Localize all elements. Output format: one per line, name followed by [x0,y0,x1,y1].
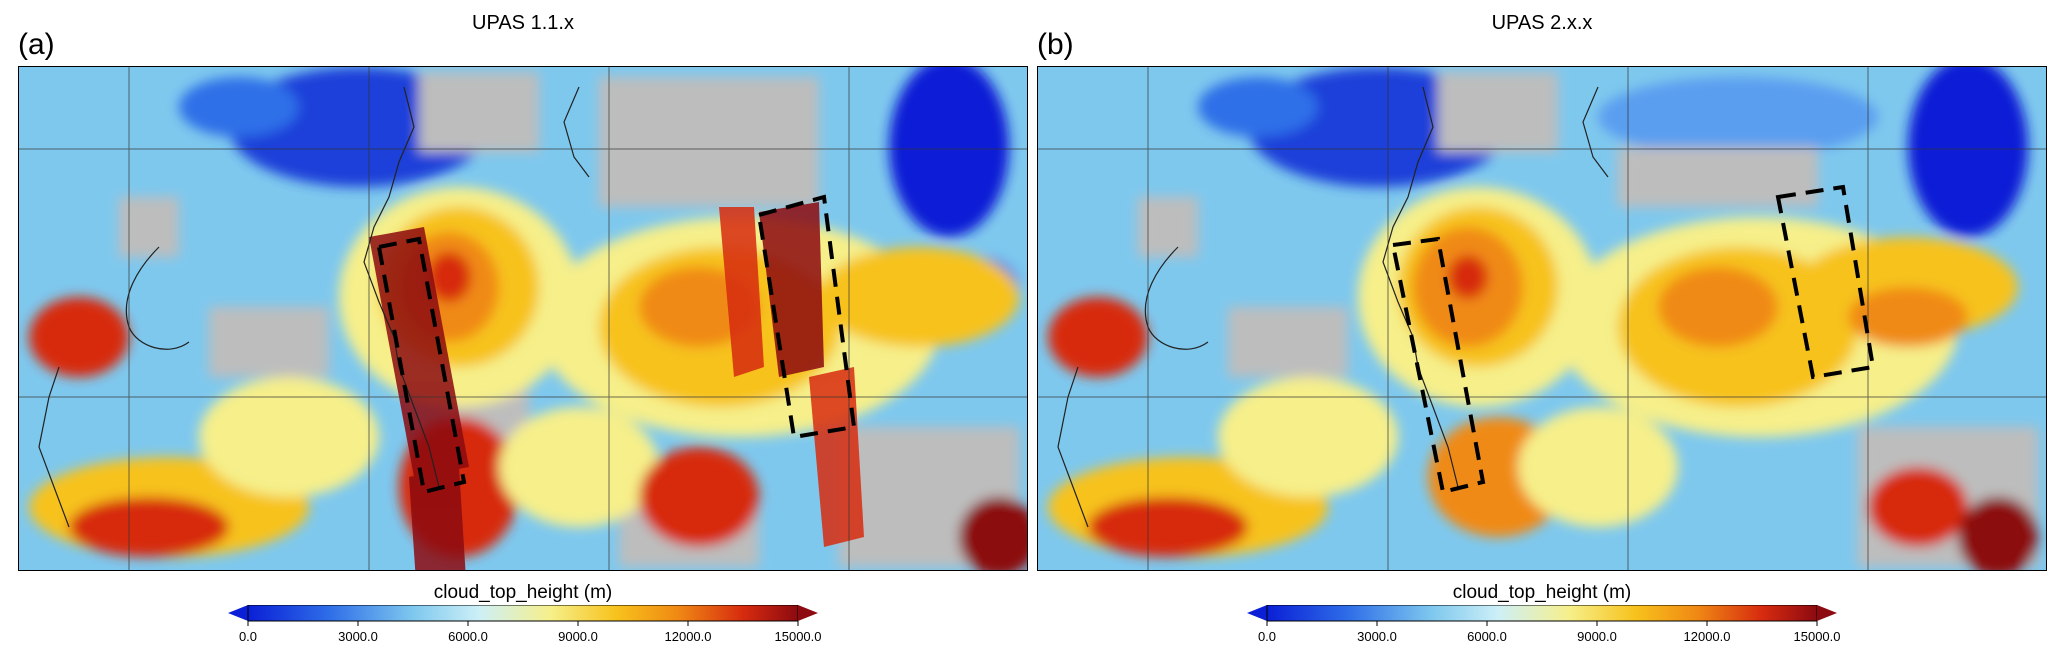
colorbar-max-arrow [1817,605,1837,621]
panel-a-title: UPAS 1.1.x [472,12,574,34]
colorbar-gradient [247,605,799,622]
panel-b-colorbar-title: cloud_top_height (m) [1452,582,1632,603]
colorbar-min-arrow [228,605,248,621]
panel-b-map [1037,66,2047,571]
colorbar-tick-label: 15000.0 [1794,629,1841,644]
panel-a-highlight-box-1 [376,236,467,495]
panel-b-title: UPAS 2.x.x [1491,12,1593,34]
panel-b: UPAS 2.x.x (b) [1037,0,2057,663]
panel-a-map-svg [19,67,1027,570]
panel-b-highlight-box-1 [1390,236,1486,495]
colorbar-max-arrow [798,605,818,621]
colorbar-tick-label: 12000.0 [1684,629,1731,644]
colorbar-tick-label: 6000.0 [1467,629,1507,644]
panel-a-map [18,66,1028,571]
colorbar-tick-label: 3000.0 [338,629,378,644]
panel-b-label: (b) [1037,28,1074,61]
colorbar-tick-label: 9000.0 [558,629,598,644]
panel-a-label: (a) [18,28,55,61]
panel-a-highlight-box-2 [756,194,857,440]
colorbar-tick-label: 0.0 [239,629,257,644]
colorbar-tick-label: 15000.0 [775,629,822,644]
colorbar-tick-label: 6000.0 [448,629,488,644]
panel-b-colorbar: cloud_top_height (m) [1037,575,2047,665]
colorbar-tick-label: 9000.0 [1577,629,1617,644]
panel-b-highlight-box-2 [1775,184,1876,380]
panel-b-map-svg [1038,67,2046,570]
panel-a: UPAS 1.1.x (a) [18,0,1038,663]
panel-a-colorbar-svg: 0.0 3000.0 6000.0 9000.0 12000.0 15000.0 [228,605,822,644]
colorbar-tick-label: 3000.0 [1357,629,1397,644]
colorbar-gradient [1266,605,1818,622]
colorbar-tick-label: 0.0 [1258,629,1276,644]
panel-a-colorbar: cloud_top_height (m) [18,575,1028,665]
panel-a-colorbar-title: cloud_top_height (m) [433,582,613,603]
colorbar-min-arrow [1247,605,1267,621]
panel-b-colorbar-svg: 0.0 3000.0 6000.0 9000.0 12000.0 15000.0 [1247,605,1841,644]
colorbar-tick-label: 12000.0 [665,629,712,644]
